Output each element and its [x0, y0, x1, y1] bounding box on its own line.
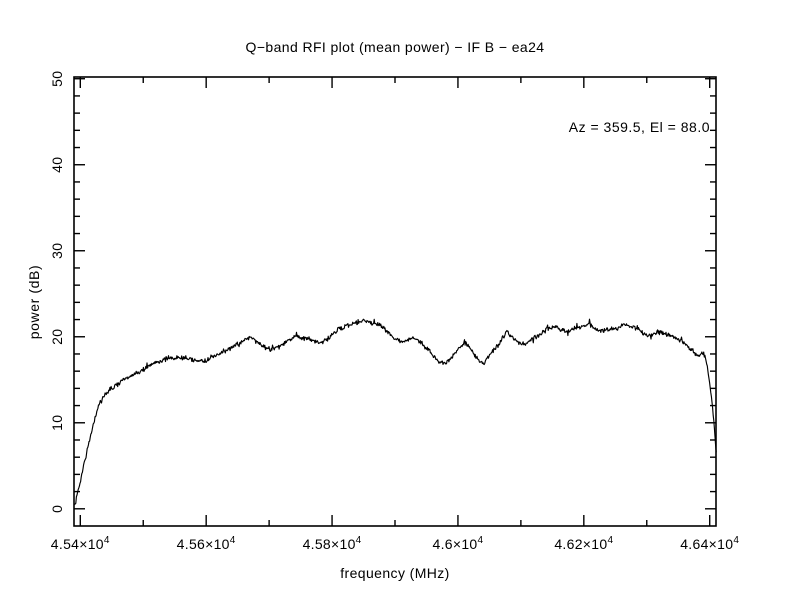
plot-frame	[73, 76, 717, 527]
az-el-annotation: Az = 359.5, El = 88.0	[568, 119, 710, 135]
x-tick-label: 4.56×104	[177, 535, 236, 552]
x-tick-label: 4.54×104	[51, 535, 110, 552]
y-tick-label: 0	[49, 505, 65, 513]
y-axis-label: power (dB)	[26, 264, 42, 340]
y-tick-label: 10	[49, 415, 65, 431]
y-tick-label: 20	[49, 329, 65, 345]
y-tick-label: 30	[49, 243, 65, 259]
x-tick-label: 4.6×104	[432, 535, 483, 552]
y-tick-label: 40	[49, 157, 65, 173]
rfi-trace	[74, 318, 717, 506]
chart-title: Q−band RFI plot (mean power) − IF B − ea…	[245, 39, 545, 55]
x-axis-label: frequency (MHz)	[340, 565, 450, 581]
x-tick-label: 4.58×104	[303, 535, 362, 552]
x-tick-label: 4.62×104	[554, 535, 613, 552]
y-tick-label: 50	[49, 71, 65, 87]
x-tick-label: 4.64×104	[680, 535, 739, 552]
